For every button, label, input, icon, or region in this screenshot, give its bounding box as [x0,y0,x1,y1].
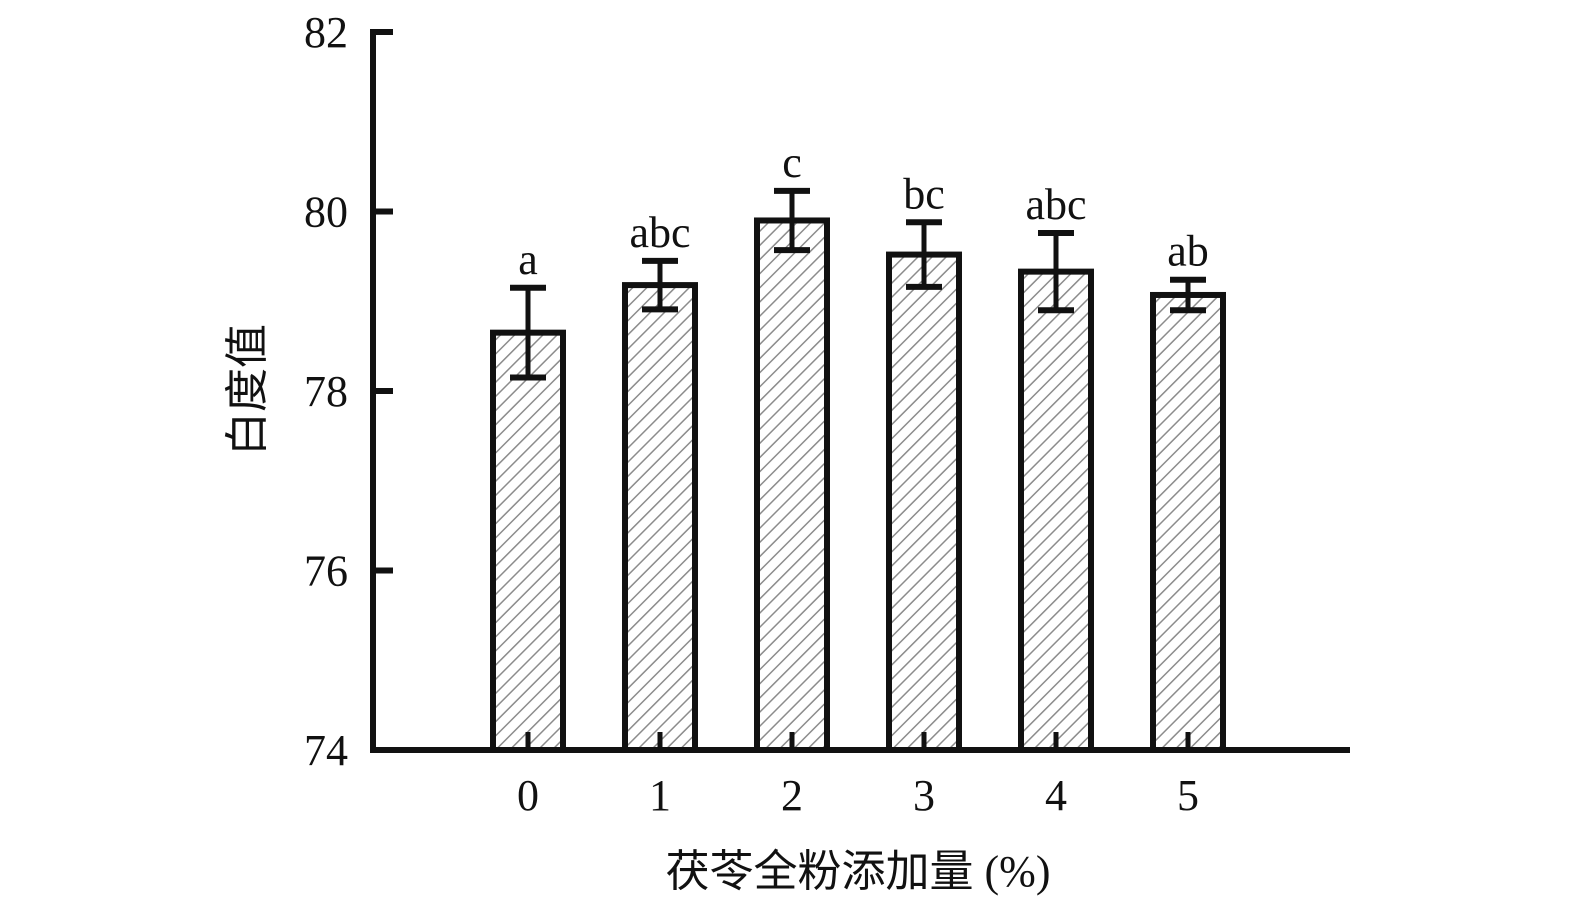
x-tick-label-1: 1 [649,771,671,820]
significance-label-0: a [518,235,538,284]
significance-label-3: bc [903,169,945,218]
bar-2 [754,217,830,754]
x-tick-label-5: 5 [1177,771,1199,820]
error-bar-4 [1038,230,1074,314]
labels-layer: a 0 abc 1 c 2 bc 3 abc 4 ab 5 74 76 78 80 82 [304,8,1209,820]
x-tick-label-3: 3 [913,771,935,820]
error-bar-3 [906,219,942,290]
x-axis-title: 茯苓全粉添加量 (%) [666,847,1051,896]
error-bar-1 [642,257,678,313]
y-tick-label-80: 80 [304,188,348,237]
significance-label-5: ab [1167,227,1209,276]
x-tick-label-4: 4 [1045,771,1067,820]
y-tick-label-76: 76 [304,547,348,596]
x-tick-label-2: 2 [781,771,803,820]
error-bar-0 [510,284,546,381]
bar-4 [1018,268,1094,753]
y-tick-label-78: 78 [304,367,348,416]
y-axis-title: 白度值 [223,324,272,456]
error-bar-5 [1170,276,1206,314]
error-bar-2 [774,187,810,254]
y-tick-label-82: 82 [304,8,348,57]
bar-1 [622,282,698,753]
significance-label-1: abc [629,208,690,257]
significance-label-4: abc [1025,180,1086,229]
bars-layer [490,187,1226,754]
bar-3 [886,251,962,754]
axes-layer [370,29,1350,753]
bar-0 [490,329,566,753]
x-tick-label-0: 0 [517,771,539,820]
bar-5 [1150,291,1226,753]
significance-label-2: c [782,138,802,187]
y-tick-label-74: 74 [304,726,348,775]
